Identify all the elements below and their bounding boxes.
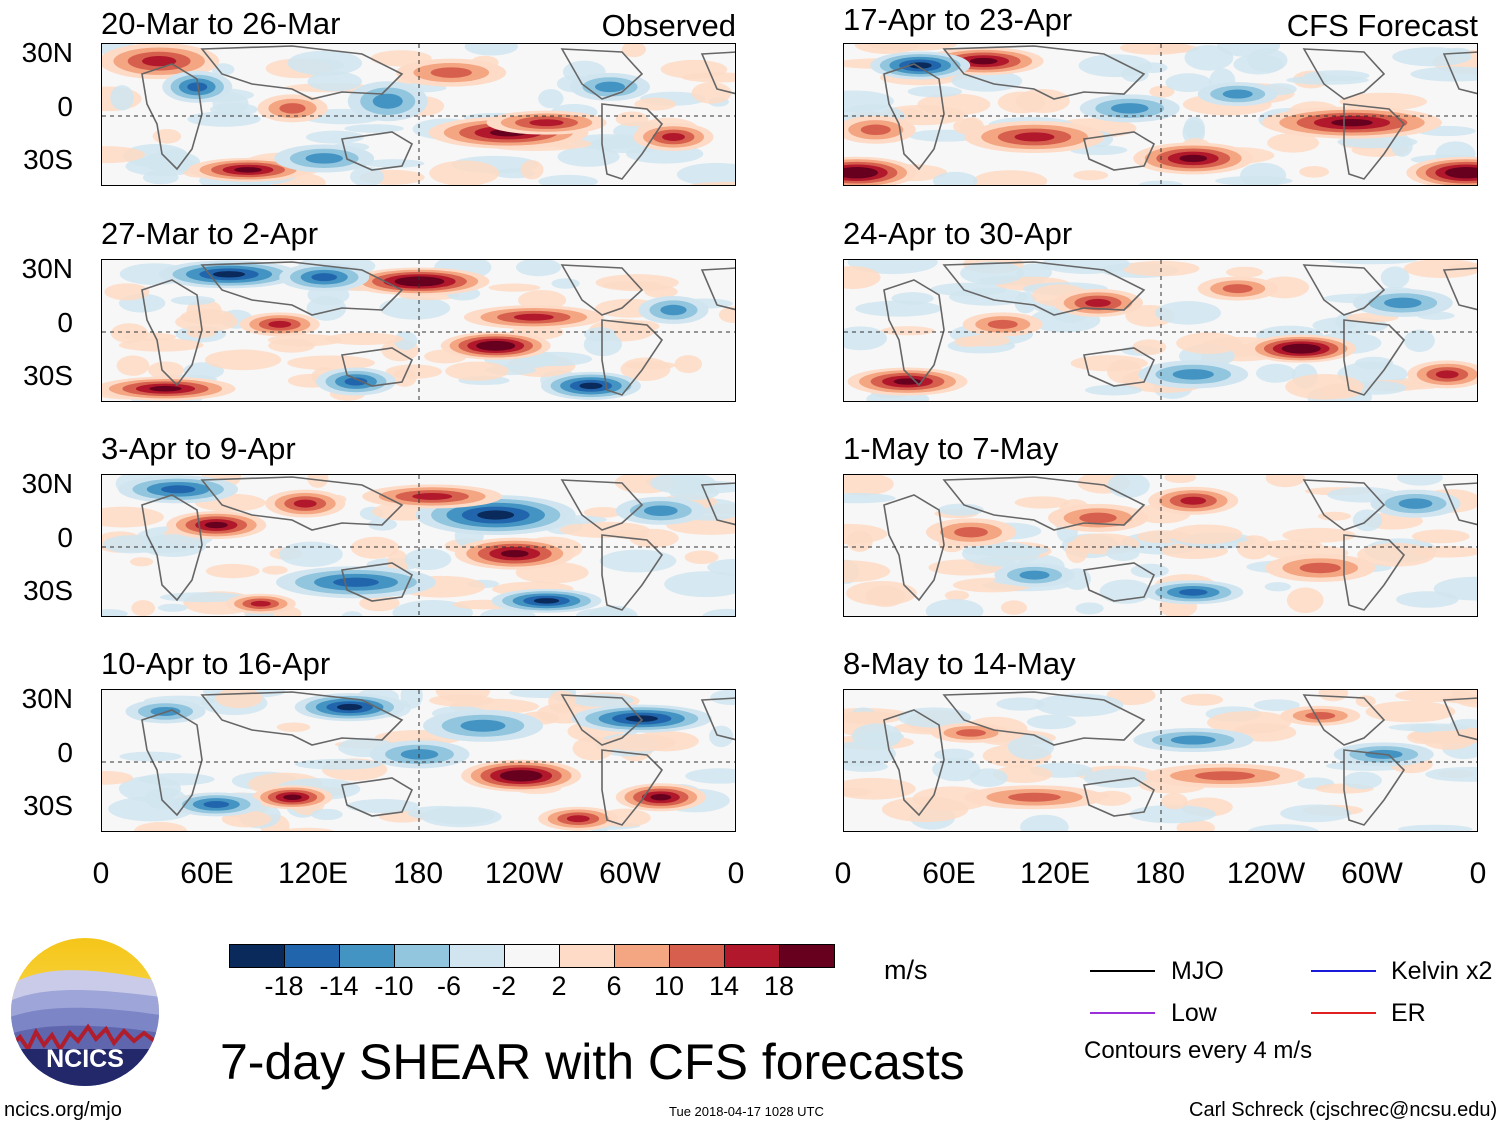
- shear-field: [102, 690, 735, 831]
- colorbar-label: -14: [319, 971, 359, 1001]
- lon-label: 60E: [180, 857, 234, 890]
- lat-label: 30N: [21, 468, 73, 499]
- lat-label: 30S: [23, 790, 73, 821]
- observed-header: Observed: [601, 8, 736, 43]
- forecast-panel-4-map: [843, 689, 1478, 832]
- colorbar-swatch: [669, 944, 725, 968]
- lon-label: 120E: [1019, 857, 1091, 890]
- colorbar-label: 6: [606, 971, 622, 1001]
- shear-field: [102, 260, 735, 401]
- colorbar-label: 18: [763, 971, 795, 1001]
- lon-label: 120W: [1226, 857, 1306, 890]
- colorbar-label: -10: [374, 971, 414, 1001]
- colorbar-swatch: [394, 944, 450, 968]
- lon-label: 180: [1134, 857, 1186, 890]
- shear-field: [844, 475, 1477, 616]
- ncics-logo[interactable]: NCICS: [10, 937, 160, 1087]
- colorbar-label: 2: [551, 971, 567, 1001]
- colorbar-swatch: [614, 944, 670, 968]
- lon-label: 120E: [277, 857, 349, 890]
- forecast-panel-4-title: 8-May to 14-May: [843, 646, 1076, 681]
- lat-label: 30N: [21, 37, 73, 68]
- colorbar-swatch: [559, 944, 615, 968]
- lat-label: 30S: [23, 360, 73, 391]
- forecast-panel-1-map: [843, 43, 1478, 186]
- colorbar-label: 10: [653, 971, 685, 1001]
- lat-label: 0: [57, 307, 73, 338]
- low-line-icon: [1090, 1012, 1155, 1014]
- lon-label: 180: [392, 857, 444, 890]
- lat-label: 0: [57, 737, 73, 768]
- lon-label: 60E: [922, 857, 976, 890]
- colorbar-swatch: [449, 944, 505, 968]
- footer-website[interactable]: ncics.org/mjo: [4, 1099, 122, 1121]
- legend-low: Low: [1171, 999, 1217, 1027]
- colorbar-swatch: [724, 944, 780, 968]
- main-title: 7-day SHEAR with CFS forecasts: [220, 1034, 965, 1090]
- shear-field: [102, 44, 735, 185]
- lat-label: 0: [57, 91, 73, 122]
- lon-label: 120W: [484, 857, 564, 890]
- observed-panel-1-map: [101, 43, 736, 186]
- lat-label: 30N: [21, 683, 73, 714]
- mjo-line-icon: [1090, 970, 1155, 972]
- legend-kelvin: Kelvin x2: [1391, 957, 1493, 985]
- forecast-panel-3-map: [843, 474, 1478, 617]
- shear-field: [102, 475, 735, 616]
- shear-field: [844, 260, 1477, 401]
- lon-label: 0: [1469, 857, 1487, 890]
- legend-mjo: MJO: [1171, 957, 1224, 985]
- forecast-panel-2-title: 24-Apr to 30-Apr: [843, 216, 1073, 251]
- observed-panel-3-map: [101, 474, 736, 617]
- lon-label: 0: [727, 857, 745, 890]
- shear-field: [844, 44, 1477, 185]
- observed-panel-4-title: 10-Apr to 16-Apr: [101, 646, 331, 681]
- kelvin-line-icon: [1311, 970, 1376, 972]
- footer-timestamp: Tue 2018-04-17 1028 UTC: [669, 1104, 824, 1119]
- colorbar: -18 -14 -10 -6 -2 2 6 10 14 18: [229, 944, 835, 1008]
- colorbar-swatch: [339, 944, 395, 968]
- lon-label: 60W: [599, 857, 661, 890]
- observed-panel-3-title: 3-Apr to 9-Apr: [101, 431, 296, 466]
- observed-panel-2-title: 27-Mar to 2-Apr: [101, 216, 319, 251]
- colorbar-units: m/s: [884, 955, 928, 985]
- forecast-panel-2-map: [843, 259, 1478, 402]
- colorbar-swatch: [779, 944, 835, 968]
- lon-label: 0: [92, 857, 110, 890]
- footer-author: Carl Schreck (cjschrec@ncsu.edu): [1189, 1099, 1498, 1121]
- er-line-icon: [1311, 1012, 1376, 1014]
- colorbar-label: -18: [264, 971, 304, 1001]
- colorbar-swatch: [284, 944, 340, 968]
- forecast-panel-3-title: 1-May to 7-May: [843, 431, 1059, 466]
- colorbar-swatch: [504, 944, 560, 968]
- forecast-panel-1-title: 17-Apr to 23-Apr: [843, 2, 1073, 37]
- observed-panel-2-map: [101, 259, 736, 402]
- colorbar-label: 14: [708, 971, 740, 1001]
- lat-label: 30S: [23, 144, 73, 175]
- colorbar-label: -6: [436, 971, 461, 1001]
- lat-label: 30S: [23, 575, 73, 606]
- lat-label: 0: [57, 522, 73, 553]
- logo-text: NCICS: [46, 1045, 124, 1073]
- colorbar-swatch: [229, 944, 285, 968]
- lon-label: 60W: [1341, 857, 1403, 890]
- lon-label: 0: [834, 857, 852, 890]
- logo-graphic: NCICS: [11, 938, 159, 1086]
- shear-field: [844, 690, 1477, 831]
- observed-panel-4-map: [101, 689, 736, 832]
- forecast-header: CFS Forecast: [1286, 8, 1478, 43]
- legend-er: ER: [1391, 999, 1426, 1027]
- legend-contours: Contours every 4 m/s: [1084, 1037, 1313, 1064]
- lat-label: 30N: [21, 253, 73, 284]
- colorbar-label: -2: [491, 971, 516, 1001]
- observed-panel-1-title: 20-Mar to 26-Mar: [101, 6, 341, 41]
